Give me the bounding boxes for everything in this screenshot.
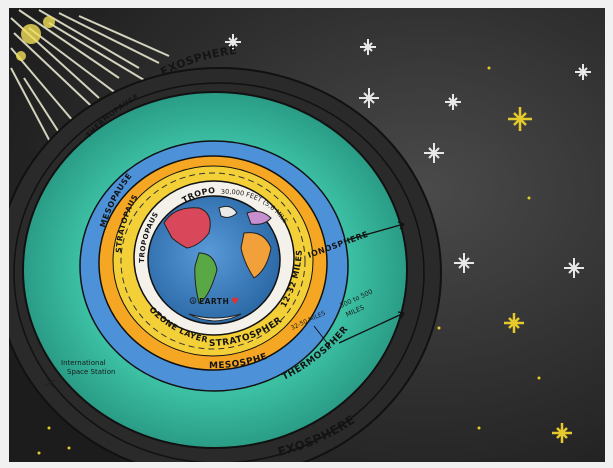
iss-icon (44, 377, 56, 389)
iss-label-line2: Space Station (67, 368, 115, 376)
africa-shape (240, 232, 272, 279)
south-america-shape (194, 252, 218, 304)
europe-shape (246, 210, 272, 225)
sun-streaks (10, 9, 170, 169)
heart-icon: ♥ (231, 297, 239, 307)
greenland-shape (218, 205, 238, 218)
thermosphere-height-arrow-tip (397, 311, 405, 319)
mesosphere-height-arrow (313, 325, 332, 349)
iss-label-line1: International (61, 359, 106, 367)
atmosphere-diagram: EXOSPHERE THERMOPAUSE MESOPAUSE STRATOPA… (9, 8, 605, 462)
exosphere-inner-line (13, 82, 425, 462)
ionosphere-arrow-tip (397, 221, 405, 230)
peace-icon: ☮ (189, 297, 197, 307)
thermosphere-height-arrow (338, 312, 405, 344)
ozone-dashed (120, 172, 306, 350)
antarctica-shape (188, 313, 242, 322)
sun-glow (16, 16, 55, 61)
ionosphere-arrow (346, 223, 405, 241)
stars (225, 34, 591, 278)
north-america-shape (163, 207, 211, 249)
earth-label: EARTH (199, 297, 229, 306)
yellow-stars (504, 107, 572, 443)
